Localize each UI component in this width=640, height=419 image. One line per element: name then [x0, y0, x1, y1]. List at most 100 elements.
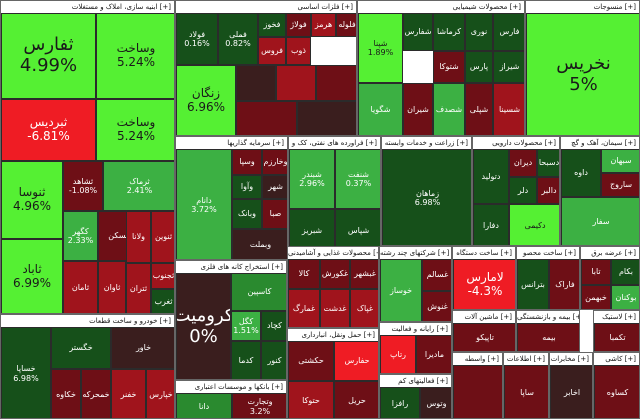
stock-tile[interactable]: حکشتی	[288, 341, 334, 381]
stock-tile[interactable]: دانام 3.72%	[176, 149, 232, 259]
stock-tile[interactable]: غکورش	[320, 259, 350, 289]
stock-tile[interactable]: شیران	[403, 83, 433, 135]
stock-tile[interactable]: شبندر 2.96%	[289, 149, 335, 209]
stock-tile[interactable]: پارس	[465, 51, 493, 83]
stock-tile[interactable]: دتولید	[473, 149, 509, 204]
stock-tile[interactable]: غپاک	[350, 289, 378, 327]
stock-tile[interactable]: ثجنوب	[151, 263, 174, 289]
stock-tile[interactable]: کرومیت 0%	[176, 273, 231, 379]
stock-tile[interactable]: دانا	[176, 393, 232, 418]
stock-tile[interactable]: کساوه	[594, 365, 639, 418]
stock-tile[interactable]: کنور	[261, 341, 286, 379]
stock-tile[interactable]: غمارگ	[288, 289, 320, 327]
stock-tile[interactable]: شپاس	[335, 209, 380, 251]
stock-tile[interactable]: کگل 1.51%	[231, 311, 261, 341]
stock-tile[interactable]: وخارزم	[262, 149, 287, 175]
stock-tile[interactable]: شبریز	[289, 209, 335, 251]
stock-tile[interactable]: وبملت	[232, 229, 287, 259]
stock-tile[interactable]: شپنا 1.89%	[358, 13, 403, 83]
stock-tile[interactable]: بیمه	[517, 323, 579, 351]
stock-tile[interactable]: سفار	[561, 197, 639, 245]
stock-tile[interactable]: ثاباد 6.99%	[1, 239, 63, 313]
stock-tile[interactable]: شسینا	[493, 83, 524, 135]
stock-tile[interactable]: خمحرکه	[81, 369, 111, 418]
stock-tile[interactable]	[276, 65, 316, 101]
stock-tile[interactable]: بترانس	[517, 259, 549, 309]
stock-tile[interactable]: ثامان	[63, 261, 98, 313]
stock-tile[interactable]: ثفارس 4.99%	[1, 13, 96, 99]
stock-tile[interactable]: شیراز	[493, 51, 524, 83]
stock-tile[interactable]: شهر	[262, 175, 287, 199]
stock-tile[interactable]: دلر	[509, 177, 537, 204]
stock-tile[interactable]: وساخت 5.24%	[96, 13, 174, 99]
stock-tile[interactable]: وآوا	[232, 175, 262, 199]
stock-tile[interactable]: ثشاهد -1.08%	[63, 161, 103, 211]
stock-tile[interactable]: خفنر	[111, 369, 146, 418]
stock-tile[interactable]: فارس	[493, 13, 524, 51]
stock-tile[interactable]: خبهمن	[581, 285, 611, 309]
stock-tile[interactable]: اخابر	[550, 365, 592, 418]
stock-tile[interactable]: خگستر	[51, 327, 111, 369]
stock-tile[interactable]: ثتران	[126, 263, 151, 313]
stock-tile[interactable]: وتجارت 3.2%	[232, 393, 286, 418]
stock-tile[interactable]	[236, 65, 276, 101]
stock-tile[interactable]: دکیمی	[509, 204, 559, 245]
stock-tile[interactable]: خوساز	[380, 259, 422, 321]
stock-tile[interactable]: شتوکا	[433, 51, 465, 83]
stock-tile[interactable]: نخریس 5%	[526, 13, 639, 135]
stock-tile[interactable]: کالا	[288, 259, 320, 289]
stock-tile[interactable]: غسالم	[422, 259, 451, 291]
stock-tile[interactable]: خساپا 6.98%	[1, 327, 51, 418]
stock-tile[interactable]: تاپیکو	[453, 323, 515, 351]
stock-tile[interactable]: وسپا	[232, 149, 262, 175]
stock-tile[interactable]: بکام	[611, 259, 639, 285]
stock-tile[interactable]: مادیرا	[416, 335, 451, 373]
stock-tile[interactable]: ثنوسا 4.96%	[1, 161, 63, 239]
stock-tile[interactable]: ثبرديس -6.81%	[1, 99, 96, 161]
stock-tile[interactable]: ولانا	[126, 211, 151, 263]
stock-tile[interactable]	[236, 101, 297, 135]
stock-tile[interactable]: فخوز	[258, 13, 286, 37]
stock-tile[interactable]	[316, 65, 356, 101]
stock-tile[interactable]: تکمبا	[594, 323, 639, 351]
stock-tile[interactable]: وساخت 5.24%	[96, 99, 174, 161]
stock-tile[interactable]: ثاوان	[98, 261, 126, 313]
stock-tile[interactable]: ثرماک 2.41%	[103, 161, 174, 211]
stock-tile[interactable]: حریل	[334, 381, 378, 418]
stock-tile[interactable]: دسبحا	[537, 149, 559, 177]
stock-tile[interactable]: فلوله	[336, 13, 356, 37]
stock-tile[interactable]: وتوس	[420, 387, 451, 418]
stock-tile[interactable]: زنگان 6.96%	[176, 65, 236, 135]
stock-tile[interactable]: هرمز	[311, 13, 336, 37]
stock-tile[interactable]: سبهان	[601, 149, 639, 173]
stock-tile[interactable]: حتوکا	[288, 381, 334, 418]
stock-tile[interactable]: دالبر	[537, 177, 559, 204]
stock-tile[interactable]: بوکنان	[611, 285, 639, 309]
stock-tile[interactable]: کگهر 2.33%	[63, 211, 98, 261]
stock-tile[interactable]: داوه	[561, 149, 601, 197]
stock-tile[interactable]: نوری	[465, 13, 493, 51]
stock-tile[interactable]: فاراک	[549, 259, 579, 309]
stock-tile[interactable]: خاور	[111, 327, 174, 369]
stock-tile[interactable]: رافزا	[380, 387, 420, 418]
stock-tile[interactable]: لامارس -4.3%	[453, 259, 515, 309]
stock-tile[interactable]: شگویا	[358, 83, 403, 135]
stock-tile[interactable]: شفارس	[403, 13, 433, 51]
stock-tile[interactable]: کچاد	[261, 311, 286, 341]
stock-tile[interactable]: شصدف	[433, 83, 465, 135]
stock-tile[interactable]: خکاوه	[51, 369, 81, 418]
stock-tile[interactable]: غنوش	[422, 291, 451, 321]
stock-tile[interactable]: زماهان 6.98%	[382, 149, 471, 245]
stock-tile[interactable]: خپارس	[146, 369, 174, 418]
stock-tile[interactable]: فملی 0.82%	[218, 13, 258, 65]
stock-tile[interactable]	[453, 365, 502, 418]
stock-tile[interactable]: تابا	[581, 259, 611, 285]
stock-tile[interactable]: ساروج	[601, 173, 639, 197]
stock-tile[interactable]: فولاد 0.16%	[176, 13, 218, 65]
stock-tile[interactable]: فروس	[258, 37, 286, 65]
stock-tile[interactable]: دیران	[509, 149, 537, 177]
stock-tile[interactable]: فولاژ	[286, 13, 311, 37]
stock-tile[interactable]: ساپا	[504, 365, 548, 418]
stock-tile[interactable]: ثغرب	[151, 289, 174, 313]
stock-tile[interactable]: دفارا	[473, 204, 509, 245]
